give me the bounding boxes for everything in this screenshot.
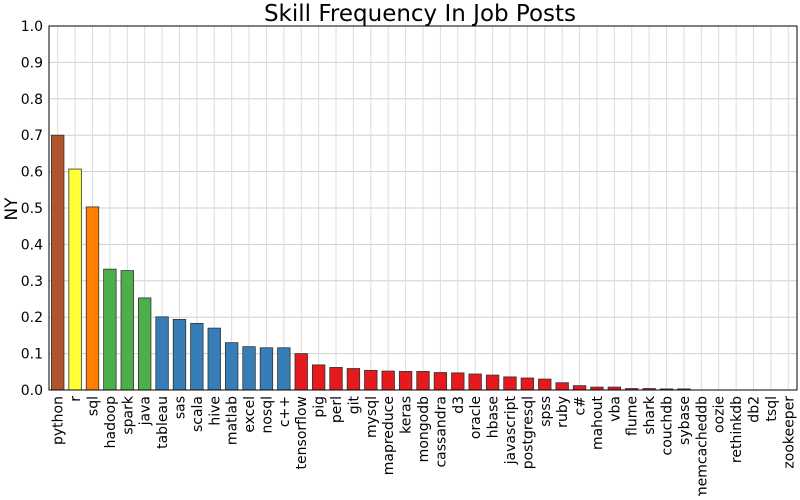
y-tick-label: 0.9	[21, 55, 43, 71]
x-tick-label: ruby	[555, 396, 571, 428]
bar-spark	[120, 270, 134, 391]
x-tick-label: mongodb	[416, 396, 432, 462]
x-tick-label: memcacheddb	[694, 396, 710, 496]
y-tick-label: 0.1	[21, 347, 43, 363]
x-tick-label: tensorflow	[294, 396, 310, 469]
x-tick-label: sas	[172, 396, 188, 419]
bar-sas	[172, 318, 187, 391]
x-tick-label: tableau	[155, 396, 171, 449]
bar-git	[346, 368, 361, 391]
x-tick-label: zookeeper	[781, 396, 797, 469]
y-tick-label: 0.0	[21, 383, 43, 399]
bar-d3	[451, 372, 465, 391]
x-tick-label: java	[138, 396, 154, 426]
bar-sql	[85, 206, 100, 391]
x-tick-label: hbase	[486, 396, 502, 438]
x-tick-label: scala	[190, 396, 206, 432]
x-tick-label: postgresql	[520, 396, 536, 469]
bar-r	[68, 168, 82, 391]
x-tick-label: mysql	[364, 396, 380, 438]
x-tick-label: oozie	[712, 396, 728, 433]
x-tick-label: oracle	[468, 396, 484, 439]
bar-oracle	[468, 373, 482, 391]
x-tick-label: pig	[312, 396, 328, 418]
bar-matlab	[224, 342, 239, 391]
bar-c-	[572, 385, 587, 391]
bar-ruby	[555, 382, 569, 391]
x-tick-label: d3	[451, 396, 467, 414]
bar-scala	[190, 322, 204, 391]
bar-hive	[207, 327, 221, 391]
x-tick-label: couchdb	[660, 396, 676, 456]
bar-tableau	[155, 316, 169, 391]
y-axis-ticks: 0.0 0.1 0.2 0.3 0.4 0.5 0.6 0.7 0.8 0.9 1.0	[21, 19, 43, 399]
y-tick-label: 0.5	[21, 201, 43, 217]
y-tick-label: 0.4	[21, 237, 43, 253]
y-axis-label: NY	[2, 197, 22, 221]
x-tick-label: hive	[207, 396, 223, 426]
bar-spss	[538, 378, 552, 391]
x-tick-label: perl	[329, 396, 345, 423]
x-tick-label: git	[346, 395, 362, 414]
x-tick-label: db2	[747, 396, 763, 423]
x-tick-label: sybase	[677, 396, 693, 445]
x-tick-label: tsql	[764, 396, 780, 422]
x-tick-label: flume	[625, 396, 641, 436]
x-tick-label: sql	[85, 396, 101, 416]
x-tick-label: c++	[277, 396, 293, 427]
x-axis-ticks: python r sql hadoop spark java tableau sas scala…	[51, 395, 798, 500]
x-tick-label: excel	[242, 396, 258, 433]
x-tick-label: javascript	[503, 396, 519, 466]
bar-keras	[398, 371, 413, 391]
bar-java	[138, 297, 152, 391]
bar-tensorflow	[294, 353, 308, 391]
y-tick-label: 1.0	[21, 19, 43, 35]
x-tick-label: cassandra	[433, 396, 449, 468]
x-tick-label: nosql	[259, 396, 275, 434]
bar-mapreduce	[381, 370, 395, 391]
bar-python	[51, 134, 65, 391]
y-tick-label: 0.3	[21, 274, 43, 290]
y-tick-label: 0.8	[21, 92, 43, 108]
bar-nosql	[259, 347, 274, 391]
x-tick-label: mahout	[590, 396, 606, 451]
x-tick-label: r	[68, 396, 84, 402]
bar-perl	[329, 367, 343, 391]
bar-mysql	[364, 369, 378, 391]
x-tick-label: hadoop	[103, 396, 119, 448]
bar-pig	[311, 364, 326, 391]
y-tick-label: 0.7	[21, 128, 43, 144]
x-tick-label: vba	[607, 396, 623, 422]
x-tick-label: spark	[120, 395, 136, 435]
y-tick-label: 0.6	[21, 165, 43, 181]
bar-cassandra	[433, 372, 448, 391]
bar-c-	[277, 347, 291, 391]
x-tick-label: mapreduce	[381, 396, 397, 475]
x-tick-label: c#	[573, 396, 589, 415]
y-tick-label: 0.2	[21, 310, 43, 326]
chart-title: Skill Frequency In Job Posts	[264, 1, 576, 27]
x-tick-label: rethinkdb	[729, 396, 745, 463]
bar-mongodb	[416, 371, 430, 391]
bar-hbase	[485, 374, 500, 391]
x-tick-label: spss	[538, 396, 554, 427]
x-tick-label: keras	[399, 396, 415, 434]
bar-hadoop	[103, 268, 117, 391]
bar-excel	[242, 346, 256, 391]
bar-postgresql	[520, 377, 535, 391]
x-tick-label: matlab	[225, 396, 241, 445]
x-tick-label: python	[51, 396, 67, 445]
plot-frame	[48, 25, 798, 391]
bar-javascript	[503, 376, 517, 391]
x-tick-label: shark	[642, 395, 658, 435]
